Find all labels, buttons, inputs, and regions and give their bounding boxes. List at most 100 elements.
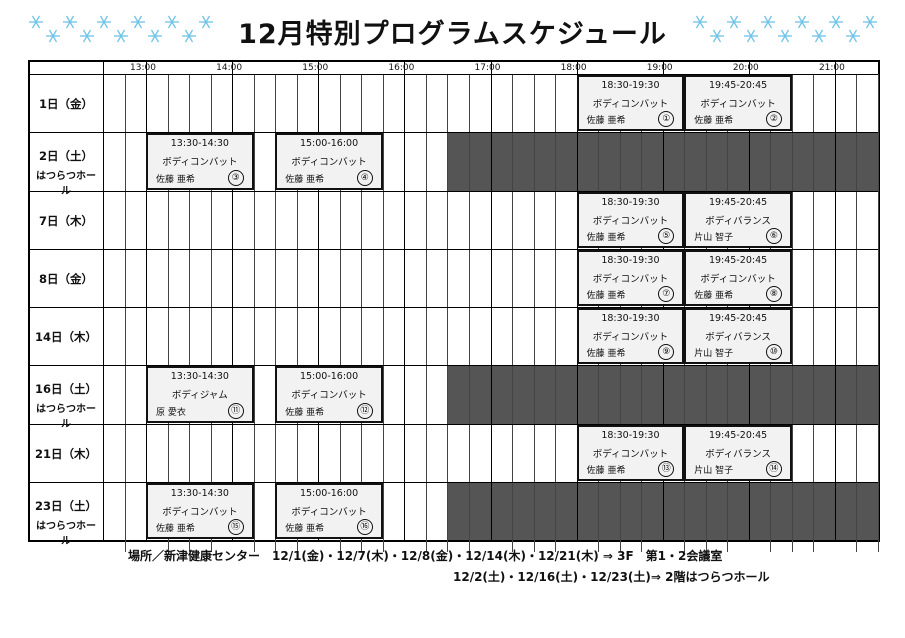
slot-instructor: 佐藤 亜希 [586, 349, 626, 360]
day-label: 23日（土） はつらつホール [32, 498, 100, 547]
slot-instructor: 片山 智子 [694, 465, 734, 476]
schedule-grid: 13:00 14:00 15:00 16:00 17:00 18:00 19:00 20:00… [28, 60, 880, 552]
day-label: 21日（木） [32, 446, 100, 462]
slot-number: ⑮ [227, 519, 244, 535]
slot-instructor: 原 愛衣 [156, 407, 186, 418]
hour-label: 18:00 [560, 63, 587, 73]
grid-column-line [210, 74, 212, 552]
unavailable-slot [447, 365, 878, 424]
snowflake-decoration-left [28, 12, 215, 46]
slot-instructor: 佐藤 亜希 [285, 407, 325, 418]
program-slot: 13:30-14:30 ボディコンバット 佐藤 亜希 ⑮ [146, 482, 254, 539]
snowflake-icon [165, 15, 179, 29]
grid-column-line [856, 74, 858, 552]
slot-instructor: 片山 智子 [694, 349, 734, 360]
hour-label: 15:00 [302, 63, 329, 73]
day-venue: はつらつホール [36, 520, 96, 547]
slot-time: 18:30-19:30 [601, 196, 660, 208]
slot-number: ⑯ [356, 519, 373, 535]
program-slot: 15:00-16:00 ボディコンバット佐藤 亜希 ⑫ [275, 366, 383, 423]
slot-number: ⑫ [356, 402, 373, 419]
day-label: 14日（木） [32, 329, 100, 345]
grid-column-line [318, 62, 320, 540]
row-divider [30, 248, 878, 250]
slot-number: ⑩ [765, 344, 782, 361]
snowflake-icon [829, 15, 843, 29]
row-divider [30, 132, 878, 134]
slot-program: ボディバランス [705, 448, 771, 460]
program-slot: 15:00-16:00 ボディコンバット 佐藤 亜希 ④ [275, 133, 383, 190]
slot-number: ② [765, 111, 782, 128]
program-slot: 13:30-14:30 ボディコンバット 佐藤 亜希 ③ [146, 133, 254, 190]
grid-column-line [834, 62, 836, 540]
slot-program: ボディコンバット [291, 390, 367, 402]
hour-label: 21:00 [818, 63, 845, 73]
day-label: 8日（金） [32, 271, 100, 287]
slot-program: ボディコンバット [700, 273, 776, 285]
slot-number: ③ [227, 169, 244, 186]
grid-column-line [490, 62, 492, 540]
slot-instructor: 佐藤 亜希 [285, 524, 325, 534]
slot-program: ボディバランス [705, 332, 771, 343]
slot-time: 19:45-20:45 [708, 429, 768, 441]
grid-column-line [791, 74, 793, 552]
slot-time: 15:00-16:00 [299, 371, 359, 383]
snowflake-icon [846, 29, 860, 43]
slot-program: ボディコンバット [592, 215, 669, 227]
day-date: 23日（土） [34, 498, 97, 513]
header-divider [30, 74, 878, 75]
slot-instructor: 佐藤 亜希 [586, 232, 626, 243]
program-slot: 13:30-14:30 ボディジャム原 愛衣 ⑪ [146, 366, 254, 423]
snowflake-icon [744, 29, 758, 43]
slot-time: 13:30-14:30 [170, 371, 229, 383]
program-slot: 18:30-19:30 ボディコンバット 佐藤 亜希 ⑬ [576, 424, 685, 481]
unavailable-slot [447, 132, 878, 191]
program-slot: 19:45-20:45 ボディバランス 片山 智子 ⑥ [684, 191, 792, 248]
program-slot: 18:30-19:30 ボディコンバット 佐藤 亜希 ⑤ [576, 191, 685, 248]
row-divider [30, 365, 878, 367]
snowflake-icon [131, 15, 145, 29]
grid-column-line [296, 74, 298, 552]
slot-number: ⑪ [227, 402, 244, 419]
slot-program: ボディコンバット [700, 99, 776, 110]
row-divider [30, 423, 878, 425]
row-divider [30, 481, 878, 483]
day-label: 2日（土） はつらつホール [32, 148, 100, 197]
snowflake-icon [812, 29, 826, 43]
snowflake-icon [29, 15, 43, 29]
day-venue: はつらつホール [36, 171, 96, 198]
day-date: 7日（木） [38, 213, 93, 228]
snowflake-icon [182, 29, 196, 43]
grid-column-line [361, 74, 363, 552]
snowflake-decoration-right [692, 12, 879, 46]
snowflake-icon [727, 15, 741, 29]
snowflake-icon [778, 29, 792, 43]
location-note-2: 12/2(土)・12/16(土)・12/23(土)⇒ 2階はつらつホール [453, 570, 770, 584]
slot-program: ボディコンバット [592, 99, 669, 110]
program-slot: 19:45-20:45 ボディコンバット 佐藤 亜希 ⑧ [684, 249, 792, 306]
hour-label: 20:00 [732, 63, 759, 73]
slot-instructor: 佐藤 亜希 [156, 174, 195, 185]
slot-instructor: 佐藤 亜希 [586, 291, 626, 301]
grid-column-line [339, 74, 341, 552]
grid-column-line [253, 74, 255, 552]
snowflake-icon [863, 15, 877, 29]
grid-column-line [232, 62, 234, 540]
day-date: 1日（金） [38, 97, 93, 111]
slot-instructor: 佐藤 亜希 [694, 116, 734, 127]
grid-column-line [813, 74, 815, 552]
day-label: 1日（金） [32, 96, 100, 112]
grid-column-line [404, 62, 406, 540]
day-date: 21日（木） [34, 446, 97, 461]
slot-instructor: 佐藤 亜希 [586, 116, 626, 127]
day-date: 14日（木） [34, 330, 97, 344]
row-divider [30, 307, 878, 308]
grid-column-line [533, 74, 535, 552]
location-note-1: 場所／新津健康センター 12/1(金)・12/7(木)・12/8(金)・12/1… [128, 549, 723, 563]
slot-program: ボディコンバット [592, 332, 669, 343]
snowflake-icon [795, 15, 809, 29]
slot-program: ボディコンバット [291, 506, 367, 518]
day-date: 8日（金） [38, 271, 93, 286]
snowflake-icon [97, 15, 111, 29]
slot-instructor: 片山 智子 [694, 232, 734, 243]
